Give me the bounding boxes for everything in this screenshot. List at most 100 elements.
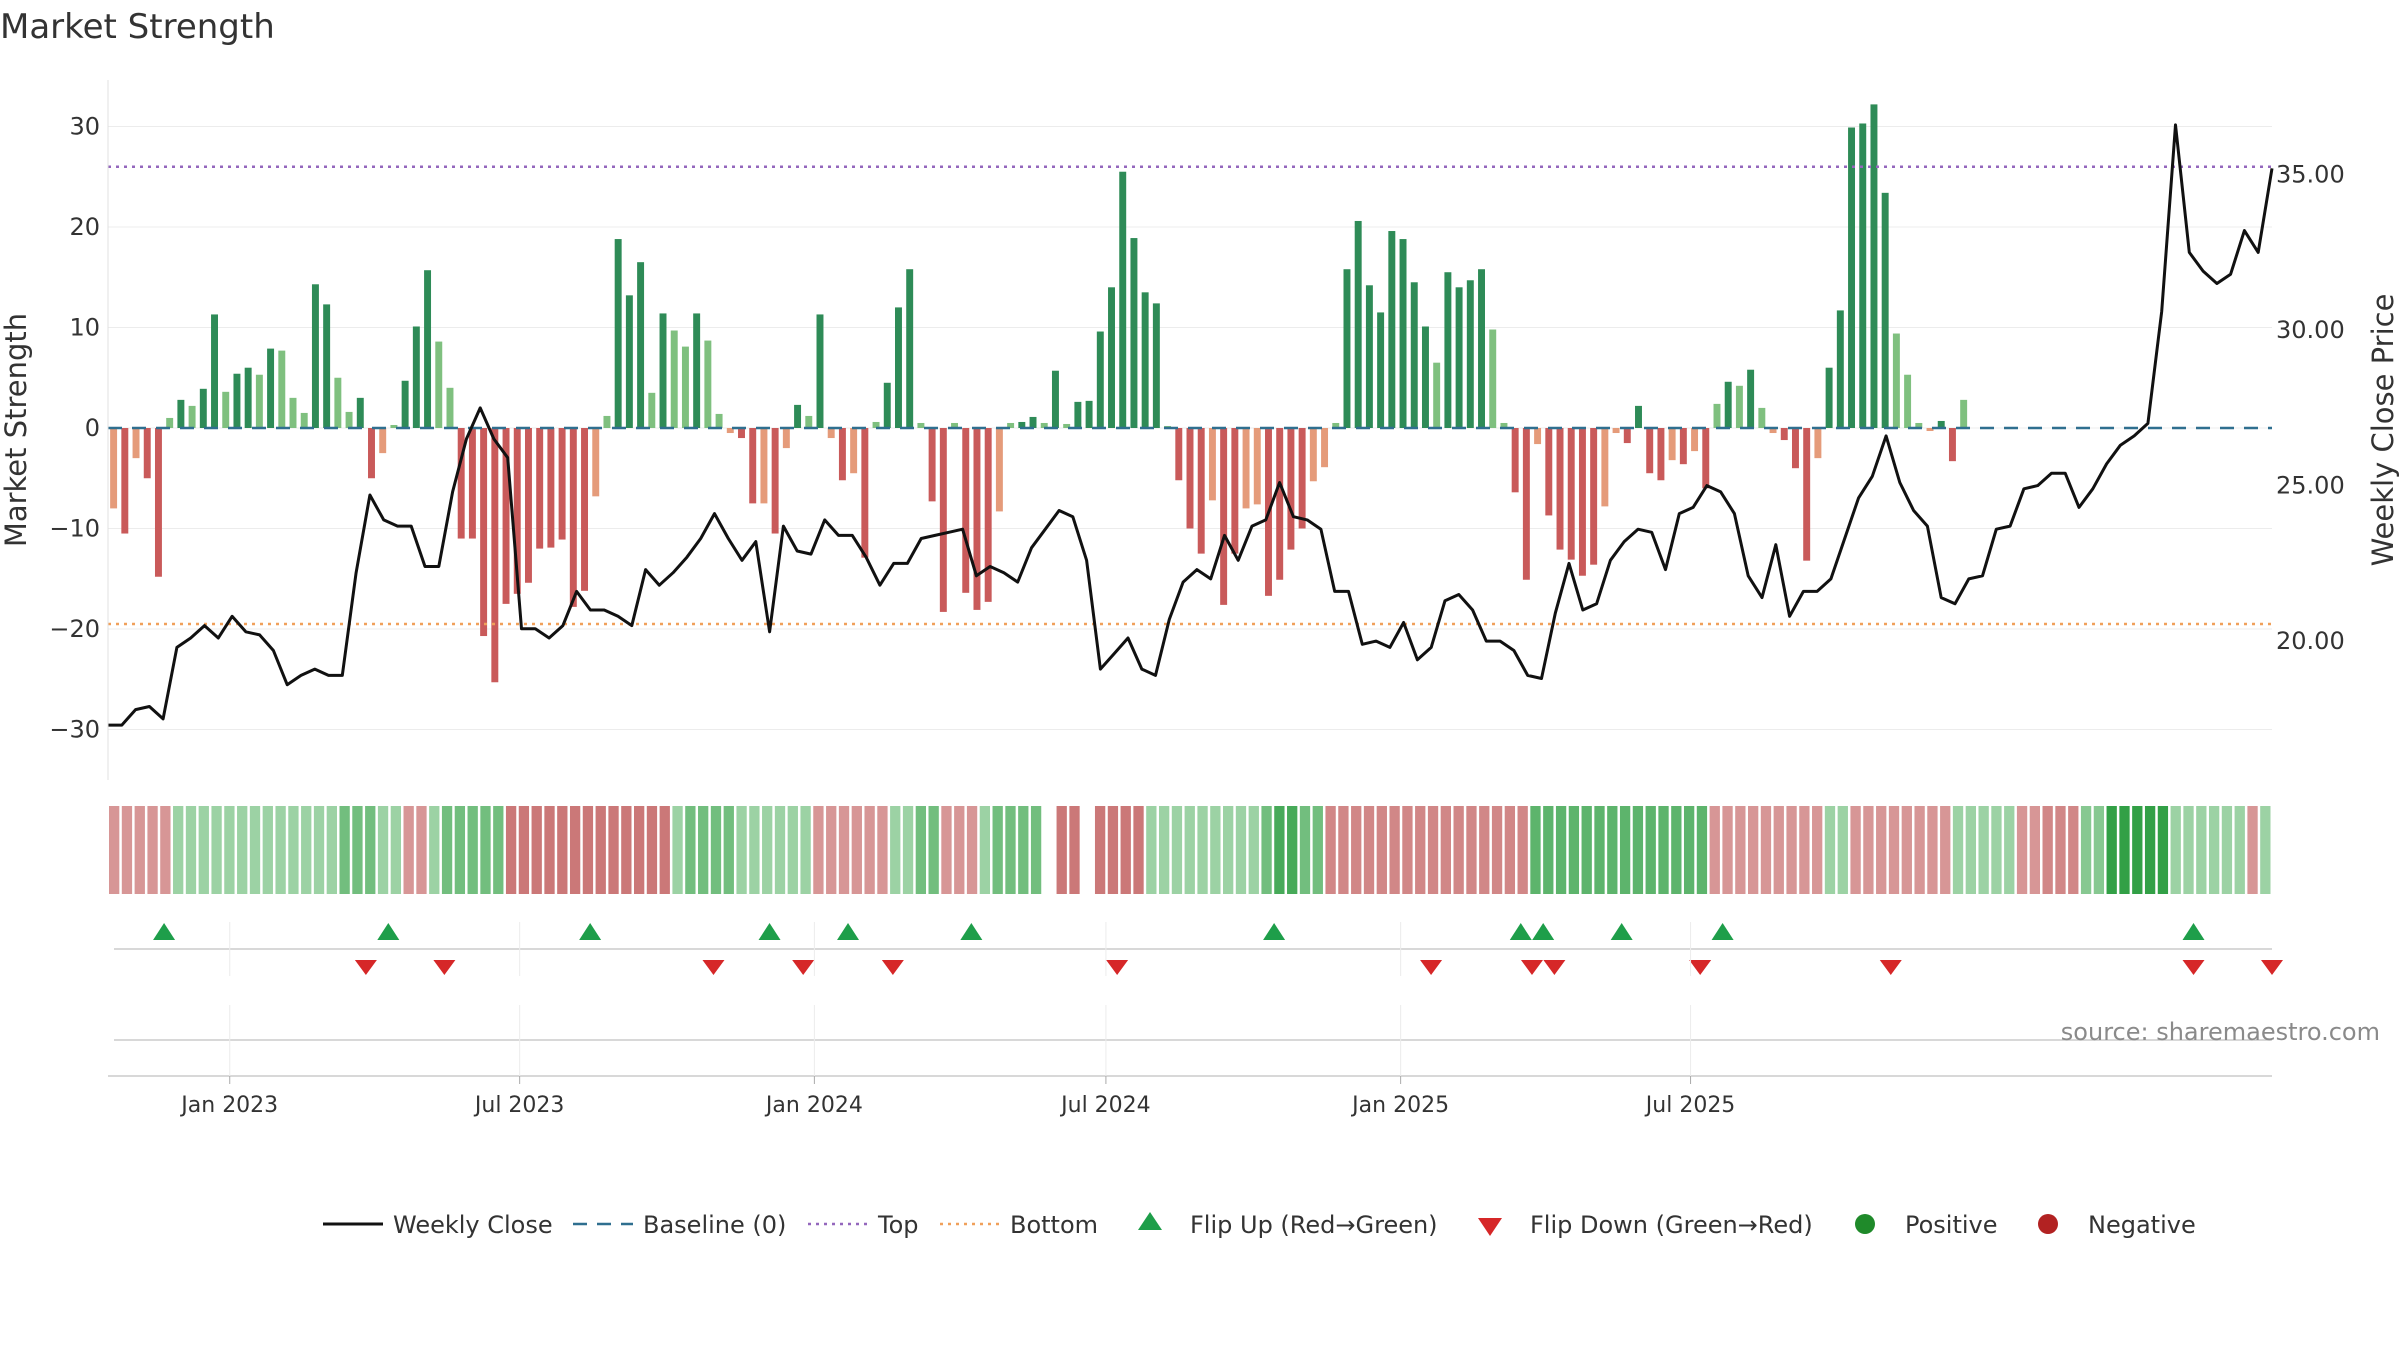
- strip-cell: [877, 806, 888, 894]
- strip-cell: [749, 806, 760, 894]
- strip-cell: [723, 806, 734, 894]
- flip-down-marker: [702, 960, 725, 975]
- flip-down-marker: [1420, 960, 1443, 975]
- chart-title: Market Strength: [0, 7, 275, 47]
- strip-cell: [2119, 806, 2130, 894]
- strip-cell: [2132, 806, 2143, 894]
- strip-cell: [1799, 806, 1810, 894]
- strip-cell: [569, 806, 581, 894]
- flip-up-marker: [1509, 923, 1532, 940]
- strip-cell: [1248, 806, 1259, 894]
- strip-cell: [1146, 806, 1157, 894]
- strength-bar: [1713, 403, 1721, 428]
- strip-cell: [1197, 806, 1208, 894]
- strip-cell: [1735, 806, 1746, 894]
- strip-cell: [1683, 806, 1695, 894]
- strip-cell: [1940, 806, 1951, 894]
- strength-bar: [1825, 367, 1833, 428]
- strip-cell: [339, 806, 350, 894]
- strength-bar: [1421, 326, 1429, 428]
- strip-cell: [160, 806, 171, 894]
- strength-bar: [1354, 220, 1362, 428]
- y-tick-label: 0: [85, 414, 100, 442]
- strength-bar: [1836, 310, 1844, 428]
- strength-bar: [1780, 428, 1788, 441]
- strip-cell: [1325, 806, 1336, 894]
- legend-weekly-close: Weekly Close: [393, 1211, 553, 1239]
- strength-bar: [1870, 104, 1878, 428]
- strength-bar: [211, 314, 218, 428]
- strip-cell: [787, 806, 798, 894]
- strip-cell: [1043, 806, 1055, 894]
- strip-cell: [1658, 806, 1669, 894]
- strip-cell: [698, 806, 709, 894]
- strength-bar: [390, 424, 398, 428]
- strength-bar: [1769, 428, 1777, 434]
- strip-cell: [1517, 806, 1528, 894]
- right-axis: 20.00 25.00 30.00 35.00: [2276, 161, 2345, 656]
- legend-positive: Positive: [1905, 1211, 1998, 1239]
- strip-cell: [198, 806, 209, 894]
- strength-bar: [1074, 401, 1082, 428]
- flip-down-marker: [354, 960, 377, 975]
- flip-down-marker: [881, 960, 904, 975]
- flip-down-marker: [1106, 960, 1129, 975]
- strip-cell: [1594, 806, 1605, 894]
- strength-bar: [1814, 428, 1822, 459]
- strength-bar: [1881, 192, 1889, 428]
- strength-bar: [838, 428, 846, 481]
- strength-bar: [468, 428, 476, 539]
- strip-cell: [1991, 806, 2002, 894]
- strength-bar: [244, 367, 252, 428]
- strip-cell: [1927, 806, 1938, 894]
- strength-bar: [1029, 416, 1037, 428]
- strip-cell: [1645, 806, 1656, 894]
- strength-bar: [1231, 428, 1239, 554]
- strip-cell: [1773, 806, 1784, 894]
- strip-cell: [838, 806, 850, 894]
- strip-cell: [1837, 806, 1848, 894]
- flip-down-marker: [1689, 960, 1712, 975]
- strength-bar: [1220, 428, 1228, 605]
- strip-cell: [992, 806, 1003, 894]
- strip-cell: [1632, 806, 1644, 894]
- strip-cell: [1978, 806, 1989, 894]
- y-tick-label: 30: [69, 113, 100, 141]
- strength-bar: [782, 428, 790, 449]
- strip-cell: [2080, 806, 2092, 894]
- strength-bar: [917, 422, 925, 428]
- strip-cell: [2221, 806, 2233, 894]
- strip-cell: [467, 806, 478, 894]
- flip-down-marker: [1520, 960, 1543, 975]
- strength-bar: [1287, 428, 1295, 550]
- strength-bar: [1859, 123, 1867, 429]
- flip-up-marker: [837, 923, 860, 940]
- y-tick-label: 20: [69, 213, 100, 241]
- strip-cell: [979, 806, 991, 894]
- strip-cell: [1543, 806, 1554, 894]
- strength-bar: [121, 428, 129, 534]
- strength-bar: [1601, 428, 1609, 507]
- strength-bar: [1668, 428, 1676, 461]
- strength-bar: [1500, 422, 1508, 428]
- strength-bar: [1735, 385, 1743, 428]
- strength-bar: [749, 428, 757, 504]
- strength-bar: [738, 428, 745, 439]
- date-tick-label: Jul 2025: [1644, 1093, 1736, 1118]
- strength-bar: [1679, 428, 1687, 465]
- strength-bar: [401, 380, 409, 428]
- strength-bar: [1791, 428, 1799, 469]
- date-tick-label: Jan 2024: [764, 1093, 863, 1118]
- strength-bar: [1108, 287, 1115, 428]
- strength-bar: [895, 307, 902, 428]
- strip-cell: [595, 806, 606, 894]
- strength-bar: [1948, 428, 1956, 462]
- strip-cell: [800, 806, 811, 894]
- strength-bar: [446, 387, 454, 428]
- strength-bar: [513, 428, 521, 594]
- strength-bar: [984, 428, 992, 602]
- strip-cell: [2170, 806, 2181, 894]
- strength-bar: [1702, 428, 1710, 489]
- strip-cell: [109, 806, 120, 894]
- strip-cell: [505, 806, 517, 894]
